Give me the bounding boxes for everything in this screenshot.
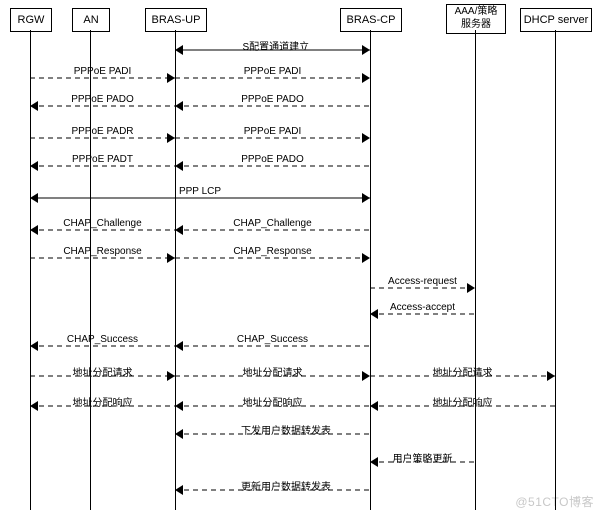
message-label: Access-accept xyxy=(377,302,468,313)
message-label: 地址分配请求 xyxy=(433,364,493,379)
message-label: PPPoE PADO xyxy=(68,94,138,105)
actor-label: BRAS-UP xyxy=(152,14,201,26)
message-label: PPPoE PADO xyxy=(238,94,308,105)
actor-label: AAA/策略 xyxy=(455,6,498,17)
message-label: CHAP_Response xyxy=(57,246,148,257)
message-label: PPPoE PADT xyxy=(68,154,138,165)
message-label: CHAP_Challenge xyxy=(224,218,322,229)
message-label: 地址分配请求 xyxy=(73,364,133,379)
message-label: 地址分配请求 xyxy=(243,364,303,379)
actor-rgw: RGW xyxy=(10,8,52,32)
lifeline-cp xyxy=(370,30,371,510)
lifeline-dhcp xyxy=(555,30,556,510)
message-label: CHAP_Success xyxy=(231,334,315,345)
message-label: PPPoE PADO xyxy=(238,154,308,165)
lifeline-up xyxy=(175,30,176,510)
message-label: PPP LCP xyxy=(170,186,230,197)
message-label: 下发用户数据转发表 xyxy=(241,422,304,437)
message-label: Access-request xyxy=(374,276,472,287)
sequence-diagram: @51CTO博客 RGWANBRAS-UPBRAS-CPAAA/策略服务器DHC… xyxy=(0,0,600,516)
actor-label: RGW xyxy=(18,14,45,26)
message-label: 地址分配响应 xyxy=(73,394,133,409)
actor-label: DHCP server xyxy=(524,14,589,26)
lifeline-rgw xyxy=(30,30,31,510)
message-label: 地址分配响应 xyxy=(243,394,303,409)
message-label: S配置通道建立 xyxy=(243,38,303,53)
actor-label: AN xyxy=(83,14,98,26)
message-label: PPPoE PADR xyxy=(68,126,138,137)
message-label: 地址分配响应 xyxy=(433,394,493,409)
actor-label2: 服务器 xyxy=(461,19,491,30)
actor-label: BRAS-CP xyxy=(347,14,396,26)
message-label: PPPoE PADI xyxy=(238,126,308,137)
lifeline-aaa xyxy=(475,30,476,510)
message-label: 用户策略更新 xyxy=(393,450,453,465)
actor-aaa: AAA/策略服务器 xyxy=(446,4,506,34)
message-label: CHAP_Success xyxy=(61,334,145,345)
actor-dhcp: DHCP server xyxy=(520,8,592,32)
actor-cp: BRAS-CP xyxy=(340,8,402,32)
message-label: 更新用户数据转发表 xyxy=(241,478,304,493)
actor-up: BRAS-UP xyxy=(145,8,207,32)
actor-an: AN xyxy=(72,8,110,32)
message-label: PPPoE PADI xyxy=(238,66,308,77)
message-label: CHAP_Challenge xyxy=(54,218,152,229)
message-label: PPPoE PADI xyxy=(68,66,138,77)
message-label: CHAP_Response xyxy=(227,246,318,257)
